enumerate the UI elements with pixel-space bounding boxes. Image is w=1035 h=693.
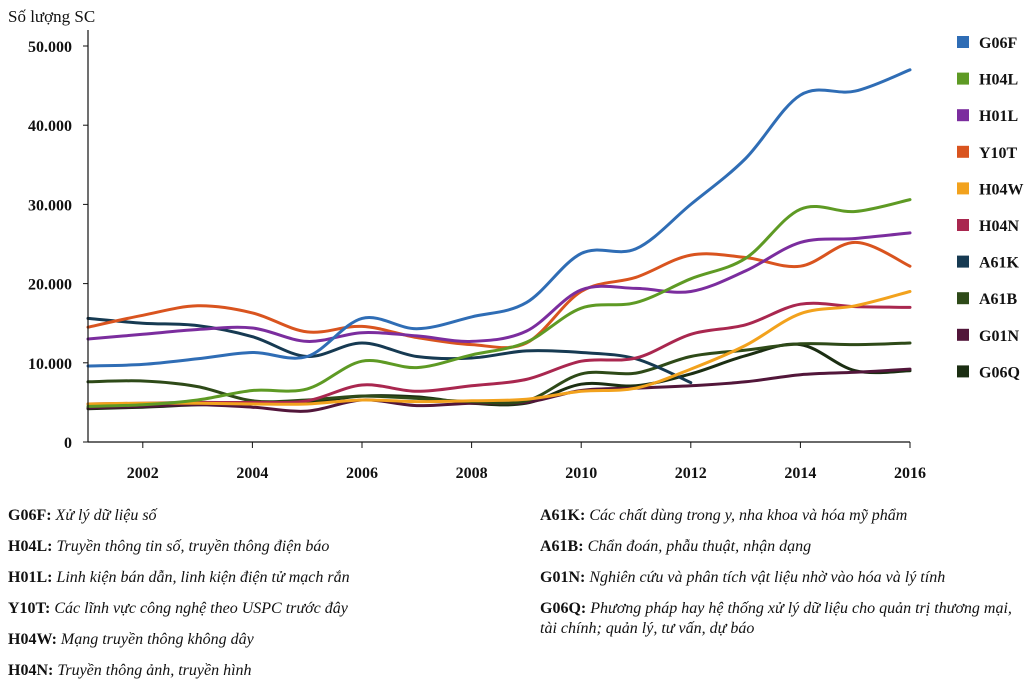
glossary-code: Y10T:: [8, 600, 51, 617]
patent-line-chart: Số lượng SC 0 10.000 20.000 30.000 40.000 50.…: [8, 7, 1023, 482]
glossary-item: A61B: Chẩn đoán, phẫu thuật, nhận dạng: [540, 537, 1020, 557]
glossary-code: H04N:: [8, 662, 54, 679]
glossary-item: H01L: Linh kiện bán dẫn, linh kiện điện …: [8, 568, 508, 588]
glossary-code: A61K:: [540, 507, 586, 524]
glossary-item: G06F: Xử lý dữ liệu số: [8, 506, 508, 526]
glossary-description: Các lĩnh vực công nghệ theo USPC trước đ…: [50, 600, 348, 617]
glossary-item: H04W: Mạng truyền thông không dây: [8, 630, 508, 650]
x-tick-label: 2016: [894, 465, 926, 482]
glossary-left-column: G06F: Xử lý dữ liệu số H04L: Truyền thông…: [8, 506, 508, 692]
axes: 0 10.000 20.000 30.000 40.000 50.000 2002 2004 2…: [28, 30, 926, 482]
series-line-a61b: [86, 341, 912, 405]
legend-label-h01l: H01L: [979, 108, 1018, 125]
y-axis-title: Số lượng SC: [8, 7, 95, 26]
glossary-code: A61B:: [540, 538, 584, 555]
legend-swatch-h04n: [957, 219, 969, 231]
series-line-a61k: [86, 316, 693, 385]
legend-label-h04l: H04L: [979, 72, 1018, 89]
x-tick-label: 2008: [456, 465, 488, 482]
legend: G06F H04L H01L Y10T H04W H04N A61K A61B G01N G06Q: [957, 35, 1023, 381]
glossary-item: H04N: Truyền thông ảnh, truyền hình: [8, 661, 508, 681]
legend-label-h04w: H04W: [979, 181, 1023, 198]
y-tick-label: 10.000: [28, 356, 72, 373]
glossary-description: Xử lý dữ liệu số: [51, 507, 157, 524]
series-line-h01l: [86, 231, 912, 343]
legend-swatch-g06f: [957, 36, 969, 48]
glossary-right-column: A61K: Các chất dùng trong y, nha khoa và…: [540, 506, 1020, 650]
glossary-description: Nghiên cứu và phân tích vật liệu nhờ vào…: [585, 569, 946, 586]
legend-label-h04n: H04N: [979, 218, 1019, 235]
series-line-y10t: [86, 240, 912, 350]
x-tick-label: 2002: [127, 465, 159, 482]
series-line-h04w: [86, 290, 912, 406]
legend-label-a61b: A61B: [979, 291, 1018, 308]
legend-swatch-h01l: [957, 109, 969, 122]
legend-label-g06q: G06Q: [979, 364, 1020, 381]
series-line-h04l: [86, 198, 912, 408]
glossary-code: G06F:: [8, 507, 52, 524]
x-tick-label: 2004: [236, 465, 268, 482]
legend-label-a61k: A61K: [979, 255, 1020, 272]
glossary-item: Y10T: Các lĩnh vực công nghệ theo USPC t…: [8, 599, 508, 619]
glossary-code: H01L:: [8, 569, 53, 586]
legend-swatch-g01n: [957, 328, 969, 341]
series-line-g06f: [86, 68, 912, 368]
legend-swatch-h04w: [957, 182, 969, 195]
glossary-code: G01N:: [540, 569, 586, 586]
glossary-description: Phương pháp hay hệ thống xử lý dữ liệu c…: [540, 600, 1012, 637]
legend-swatch-a61b: [957, 292, 969, 305]
legend-label-g06f: G06F: [979, 35, 1017, 52]
legend-label-y10t: Y10T: [979, 145, 1018, 162]
legend-label-g01n: G01N: [979, 328, 1019, 345]
glossary-code: G06Q:: [540, 600, 587, 617]
y-tick-label: 20.000: [28, 277, 72, 294]
x-tick-label: 2012: [675, 465, 707, 482]
glossary-code: H04W:: [8, 631, 57, 648]
x-tick-label: 2014: [784, 465, 816, 482]
legend-swatch-y10t: [957, 145, 969, 158]
glossary-description: Chẩn đoán, phẫu thuật, nhận dạng: [583, 538, 812, 555]
glossary-item: G01N: Nghiên cứu và phân tích vật liệu n…: [540, 568, 1020, 588]
y-tick-label: 0: [64, 435, 72, 452]
y-tick-label: 40.000: [28, 118, 72, 135]
y-tick-label: 50.000: [28, 39, 72, 56]
plot-lines: [86, 68, 912, 413]
x-tick-label: 2006: [346, 465, 378, 482]
glossary-description: Các chất dùng trong y, nha khoa và hóa m…: [585, 507, 908, 524]
glossary-description: Mạng truyền thông không dây: [56, 631, 254, 648]
legend-swatch-g06q: [957, 365, 969, 378]
glossary-description: Truyền thông ảnh, truyền hình: [53, 662, 252, 679]
glossary-description: Truyền thông tin số, truyền thông điện b…: [52, 538, 330, 555]
glossary-code: H04L:: [8, 538, 53, 555]
glossary-item: G06Q: Phương pháp hay hệ thống xử lý dữ …: [540, 599, 1020, 639]
legend-swatch-h04l: [957, 72, 969, 85]
y-tick-label: 30.000: [28, 197, 72, 214]
x-tick-label: 2010: [565, 465, 597, 482]
glossary-item: H04L: Truyền thông tin số, truyền thông …: [8, 537, 508, 557]
glossary-item: A61K: Các chất dùng trong y, nha khoa và…: [540, 506, 1020, 526]
glossary-description: Linh kiện bán dẫn, linh kiện điện tử mạc…: [52, 569, 350, 586]
legend-swatch-a61k: [957, 255, 969, 268]
